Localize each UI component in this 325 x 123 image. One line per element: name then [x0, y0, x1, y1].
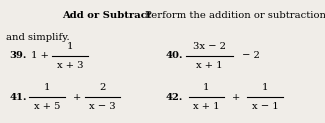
Text: Perform the addition or subtraction: Perform the addition or subtraction	[145, 11, 325, 20]
Text: 2: 2	[99, 83, 106, 92]
Text: 41.: 41.	[10, 93, 27, 102]
Text: x + 5: x + 5	[34, 102, 60, 111]
Text: 3x − 2: 3x − 2	[193, 42, 226, 51]
Text: x − 1: x − 1	[252, 102, 278, 111]
Text: Add or Subtract: Add or Subtract	[62, 11, 151, 20]
Text: x + 1: x + 1	[193, 102, 220, 111]
Text: 39.: 39.	[10, 51, 27, 61]
Text: 42.: 42.	[166, 93, 183, 102]
Text: 1: 1	[262, 83, 268, 92]
Text: +: +	[232, 93, 240, 102]
Text: and simplify.: and simplify.	[6, 33, 70, 42]
Text: x + 1: x + 1	[196, 61, 223, 70]
Text: x + 3: x + 3	[57, 61, 83, 70]
Text: +: +	[73, 93, 81, 102]
Text: 1: 1	[44, 83, 50, 92]
Text: x − 3: x − 3	[89, 102, 116, 111]
Text: 1: 1	[203, 83, 210, 92]
Text: 1: 1	[67, 42, 73, 51]
Text: − 2: − 2	[242, 51, 260, 61]
Text: 40.: 40.	[166, 51, 183, 61]
Text: 1 +: 1 +	[31, 51, 49, 61]
